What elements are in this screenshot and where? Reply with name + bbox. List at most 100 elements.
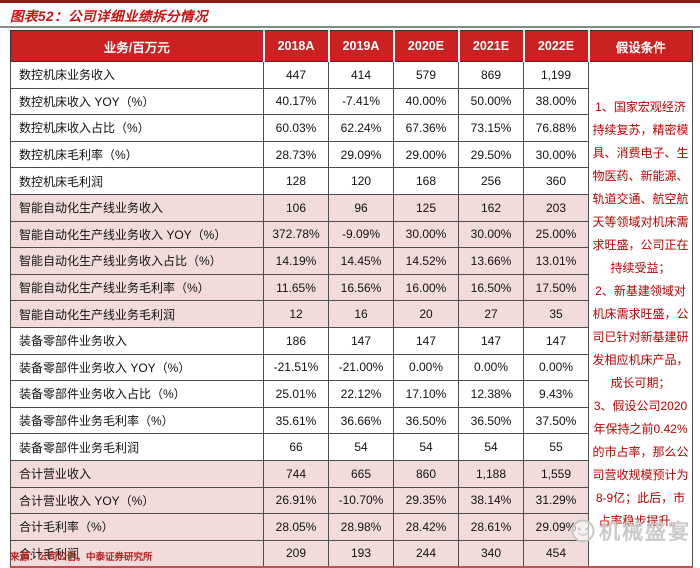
table-body: 数控机床业务收入 447 414 579 869 1,199 1、国家宏观经济持续复苏，精密… xyxy=(10,61,693,568)
row-value: 1,199 xyxy=(523,61,589,89)
table-row: 数控机床收入 YOY（%） 40.17% -7.41% 40.00% 50.00% 38.… xyxy=(10,87,693,116)
column-header-4: 2021E xyxy=(457,30,524,62)
row-value: 40.00% xyxy=(393,87,459,116)
row-label: 数控机床毛利率（%） xyxy=(10,140,264,169)
row-value: 372.78% xyxy=(263,220,329,249)
row-value: 22.12% xyxy=(328,380,394,408)
row-value: 54 xyxy=(328,433,394,461)
row-value: 38.14% xyxy=(458,486,524,515)
column-header-1: 2018A xyxy=(262,30,329,62)
row-value: 66 xyxy=(263,433,329,461)
row-value: 360 xyxy=(523,167,589,195)
table-row: 合计营业收入 744 665 860 1,188 1,559 xyxy=(10,459,693,488)
table-row: 数控机床毛利润 128 120 168 256 360 xyxy=(10,167,693,195)
table-row: 智能自动化生产线业务毛利润 12 16 20 27 35 xyxy=(10,300,693,328)
row-value: 30.00% xyxy=(393,220,459,249)
row-value: 209 xyxy=(263,539,329,568)
row-value: 120 xyxy=(328,167,394,195)
row-value: 13.66% xyxy=(458,247,524,275)
row-value: 454 xyxy=(523,539,589,568)
row-value: 54 xyxy=(393,433,459,461)
row-value: 193 xyxy=(328,539,394,568)
row-label: 装备零部件业务毛利润 xyxy=(10,433,264,461)
row-value: 55 xyxy=(523,433,589,461)
row-value: 13.01% xyxy=(523,247,589,275)
table-row: 数控机床毛利率（%） 28.73% 29.09% 29.00% 29.50% 30.00% xyxy=(10,140,693,169)
row-value: 62.24% xyxy=(328,114,394,142)
row-value: 147 xyxy=(523,326,589,355)
table-row: 装备零部件业务毛利率（%） 35.61% 36.66% 36.50% 36.50% 37.… xyxy=(10,406,693,435)
row-value: 14.52% xyxy=(393,247,459,275)
column-header-3: 2020E xyxy=(392,30,459,62)
table-header-row: 业务/百万元 2018A 2019A 2020E 2021E 2022E 假设条件 xyxy=(10,30,693,62)
row-label: 数控机床毛利润 xyxy=(10,167,264,195)
row-value: 29.09% xyxy=(328,140,394,169)
title-divider xyxy=(0,26,700,28)
row-value: -21.00% xyxy=(328,353,394,382)
row-label: 合计营业收入 xyxy=(10,459,264,488)
row-value: 16.50% xyxy=(458,273,524,302)
figure-title: 图表52：公司详细业绩拆分情况 xyxy=(10,9,209,24)
row-label: 智能自动化生产线业务收入 xyxy=(10,193,264,222)
row-label: 装备零部件业务收入 YOY（%） xyxy=(10,353,264,382)
row-value: 9.43% xyxy=(523,380,589,408)
row-value: 50.00% xyxy=(458,87,524,116)
row-value: 12.38% xyxy=(458,380,524,408)
row-label: 智能自动化生产线业务收入占比（%） xyxy=(10,247,264,275)
row-value: 35 xyxy=(523,300,589,328)
row-value: 665 xyxy=(328,459,394,488)
row-value: 869 xyxy=(458,61,524,89)
row-value: 14.45% xyxy=(328,247,394,275)
row-value: 37.50% xyxy=(523,406,589,435)
table-row: 数控机床业务收入 447 414 579 869 1,199 1、国家宏观经济持续复苏，精密… xyxy=(10,61,693,568)
row-value: 16 xyxy=(328,300,394,328)
table-row: 合计毛利率（%） 28.05% 28.98% 28.42% 28.61% 29.09% xyxy=(10,513,693,541)
row-value: 244 xyxy=(393,539,459,568)
row-value: 20 xyxy=(393,300,459,328)
row-value: 96 xyxy=(328,193,394,222)
business-breakdown-table: 业务/百万元 2018A 2019A 2020E 2021E 2022E 假设条件 数控机床… xyxy=(10,30,693,568)
row-value: 29.35% xyxy=(393,486,459,515)
row-value: 0.00% xyxy=(458,353,524,382)
row-value: 54 xyxy=(458,433,524,461)
row-value: 168 xyxy=(393,167,459,195)
column-header-2: 2019A xyxy=(327,30,394,62)
row-value: 25.01% xyxy=(263,380,329,408)
row-value: 60.03% xyxy=(263,114,329,142)
table-row: 装备零部件业务收入 YOY（%） -21.51% -21.00% 0.00% 0.00%… xyxy=(10,353,693,382)
row-value: 128 xyxy=(263,167,329,195)
row-value: 67.36% xyxy=(393,114,459,142)
row-value: 38.00% xyxy=(523,87,589,116)
row-value: 35.61% xyxy=(263,406,329,435)
row-value: 860 xyxy=(393,459,459,488)
row-label: 装备零部件业务毛利率（%） xyxy=(10,406,264,435)
row-value: 1,559 xyxy=(523,459,589,488)
row-value: 256 xyxy=(458,167,524,195)
row-value: 31.29% xyxy=(523,486,589,515)
row-value: 744 xyxy=(263,459,329,488)
row-label: 智能自动化生产线业务毛利率（%） xyxy=(10,273,264,302)
row-value: 76.88% xyxy=(523,114,589,142)
table-row: 智能自动化生产线业务收入 YOY（%） 372.78% -9.09% 30.00% 30… xyxy=(10,220,693,249)
row-label: 装备零部件业务收入占比（%） xyxy=(10,380,264,408)
row-value: 447 xyxy=(263,61,329,89)
table-row: 智能自动化生产线业务收入 106 96 125 162 203 xyxy=(10,193,693,222)
row-label: 数控机床收入 YOY（%） xyxy=(10,87,264,116)
row-value: 28.61% xyxy=(458,513,524,541)
row-value: 414 xyxy=(328,61,394,89)
row-value: 40.17% xyxy=(263,87,329,116)
row-label: 智能自动化生产线业务毛利润 xyxy=(10,300,264,328)
row-value: 12 xyxy=(263,300,329,328)
table-row: 装备零部件业务收入占比（%） 25.01% 22.12% 17.10% 12.38% 9.… xyxy=(10,380,693,408)
row-value: 186 xyxy=(263,326,329,355)
row-value: 0.00% xyxy=(393,353,459,382)
row-label: 数控机床收入占比（%） xyxy=(10,114,264,142)
row-value: 125 xyxy=(393,193,459,222)
row-value: 26.91% xyxy=(263,486,329,515)
row-value: 28.73% xyxy=(263,140,329,169)
row-value: 30.00% xyxy=(458,220,524,249)
row-value: 28.42% xyxy=(393,513,459,541)
row-value: 0.00% xyxy=(523,353,589,382)
row-value: 29.00% xyxy=(393,140,459,169)
row-value: 25.00% xyxy=(523,220,589,249)
